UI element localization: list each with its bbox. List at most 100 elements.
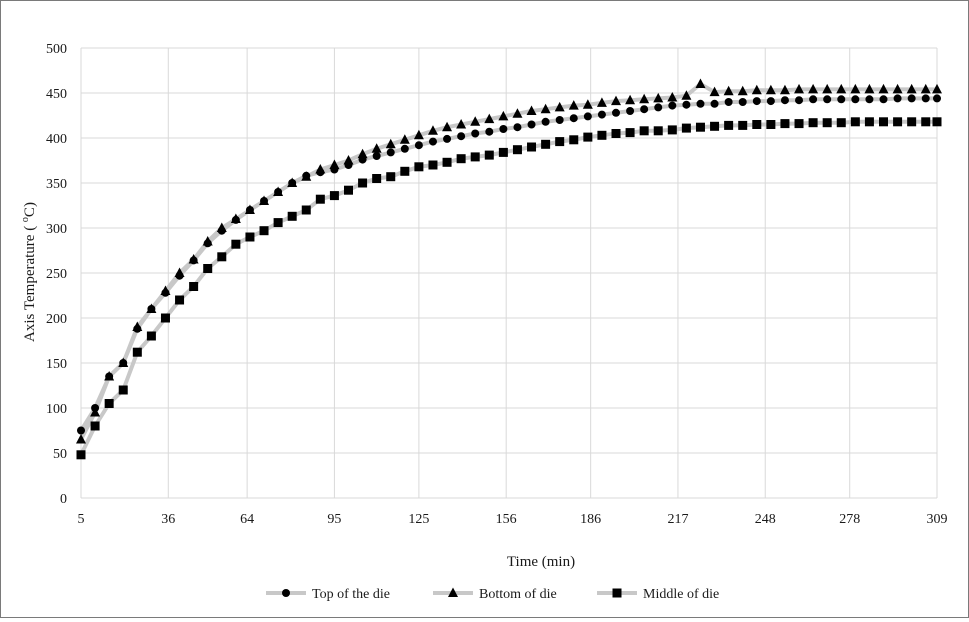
- data-point-circle: [809, 95, 818, 104]
- legend-label: Middle of die: [643, 587, 719, 602]
- data-point-circle: [865, 95, 874, 104]
- x-tick-label: 278: [839, 512, 860, 527]
- data-point-circle: [513, 123, 522, 132]
- data-point-square: [76, 450, 86, 460]
- legend-label: Top of the die: [312, 587, 390, 602]
- data-point-circle: [471, 129, 480, 138]
- data-point-square: [245, 232, 255, 242]
- data-point-triangle: [287, 177, 298, 187]
- x-tick-label: 36: [161, 512, 175, 527]
- data-point-square: [710, 121, 720, 131]
- y-axis-title-main: Axis Temperature (: [22, 222, 38, 342]
- data-point-triangle: [822, 83, 833, 94]
- data-point-square: [864, 117, 874, 127]
- data-point-square: [738, 120, 748, 130]
- data-point-square: [836, 118, 846, 128]
- x-tick-label: 186: [580, 512, 601, 527]
- data-point-triangle: [554, 101, 565, 112]
- y-tick-label: 500: [46, 42, 67, 57]
- data-point-triangle: [709, 86, 720, 97]
- data-point-triangle: [498, 110, 509, 121]
- data-point-square: [231, 239, 241, 249]
- legend-circle-marker: [282, 589, 290, 597]
- data-point-triangle: [343, 155, 354, 165]
- data-point-circle: [612, 108, 620, 117]
- data-point-circle: [823, 95, 832, 104]
- data-point-circle: [837, 95, 846, 104]
- data-point-square: [752, 120, 762, 129]
- data-point-triangle: [512, 108, 523, 118]
- x-tick-label: 5: [78, 512, 85, 527]
- data-point-triangle: [329, 159, 340, 169]
- data-point-square: [893, 117, 903, 127]
- data-point-triangle: [104, 371, 115, 381]
- data-point-triangle: [273, 186, 284, 196]
- data-point-triangle: [470, 116, 481, 126]
- data-point-circle: [795, 96, 804, 105]
- data-point-triangle: [681, 90, 692, 100]
- x-tick-label: 217: [667, 512, 688, 527]
- data-point-triangle: [216, 222, 227, 232]
- data-point-triangle: [160, 285, 171, 295]
- y-tick-label: 250: [46, 267, 67, 282]
- x-tick-label: 248: [755, 512, 776, 527]
- data-point-square: [907, 117, 917, 127]
- data-point-circle: [640, 105, 649, 114]
- data-point-square: [90, 421, 100, 431]
- data-point-triangle: [779, 84, 790, 95]
- data-point-square: [794, 119, 804, 129]
- data-point-square: [273, 218, 283, 228]
- data-point-square: [653, 126, 663, 136]
- y-axis-title-unit: C): [22, 202, 38, 217]
- data-point-circle: [710, 99, 719, 108]
- data-point-triangle: [244, 204, 255, 214]
- data-point-circle: [780, 96, 789, 105]
- data-point-square: [315, 194, 325, 204]
- y-tick-label: 400: [46, 132, 67, 147]
- data-point-triangle: [315, 164, 326, 174]
- data-point-circle: [400, 144, 409, 153]
- data-point-triangle: [568, 100, 579, 110]
- data-point-circle: [738, 98, 747, 106]
- data-point-circle: [921, 94, 930, 103]
- data-point-triangle: [399, 134, 410, 144]
- data-point-square: [442, 157, 452, 167]
- legend-label: Bottom of die: [479, 587, 557, 602]
- data-point-triangle: [259, 195, 270, 205]
- data-point-circle: [485, 127, 494, 136]
- data-point-square: [118, 385, 128, 395]
- data-point-triangle: [230, 213, 241, 223]
- data-point-square: [301, 205, 311, 215]
- data-point-square: [822, 118, 832, 128]
- data-point-circle: [682, 100, 691, 109]
- data-point-circle: [879, 95, 888, 104]
- data-point-circle: [696, 99, 705, 108]
- data-point-square: [344, 185, 353, 195]
- data-point-square: [681, 123, 691, 133]
- data-point-square: [203, 264, 213, 273]
- x-tick-label: 309: [927, 512, 948, 527]
- data-point-square: [484, 150, 494, 160]
- data-point-triangle: [850, 83, 861, 94]
- data-point-square: [695, 122, 705, 132]
- data-point-triangle: [456, 119, 467, 129]
- data-point-triangle: [371, 143, 382, 153]
- data-point-square: [879, 117, 888, 127]
- data-point-circle: [933, 94, 941, 103]
- data-point-square: [160, 313, 170, 323]
- data-point-square: [597, 130, 607, 140]
- data-point-triangle: [723, 85, 734, 96]
- legend-triangle-marker: [448, 587, 458, 597]
- data-point-circle: [527, 120, 536, 129]
- data-point-triangle: [118, 357, 129, 367]
- data-point-circle: [851, 95, 860, 104]
- data-point-square: [287, 211, 297, 221]
- data-point-circle: [541, 117, 550, 126]
- data-point-triangle: [540, 103, 551, 114]
- y-tick-label: 300: [46, 222, 67, 237]
- y-tick-label: 150: [46, 357, 67, 372]
- data-point-circle: [414, 141, 423, 150]
- data-point-circle: [77, 426, 85, 435]
- data-point-triangle: [174, 267, 185, 277]
